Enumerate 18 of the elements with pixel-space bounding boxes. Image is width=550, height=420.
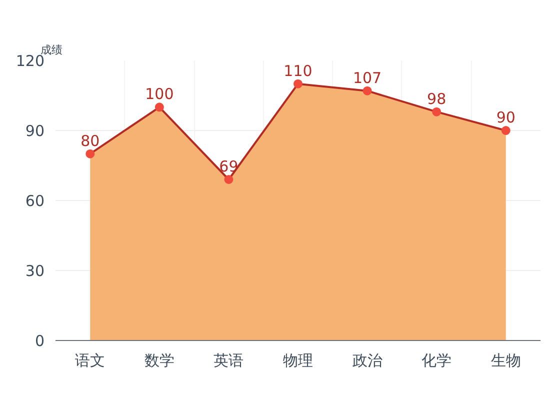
data-label: 80: [80, 132, 100, 150]
data-label: 98: [427, 90, 446, 108]
data-label: 110: [284, 62, 312, 80]
x-tick-label: 语文: [75, 352, 106, 370]
x-tick-label: 化学: [422, 352, 452, 370]
data-label: 100: [145, 85, 174, 104]
y-tick-label: 30: [25, 262, 45, 280]
data-label: 107: [352, 68, 382, 87]
y-tick-label: 90: [25, 122, 45, 140]
y-tick-label: 60: [25, 192, 45, 210]
x-tick-label: 数学: [144, 352, 174, 370]
y-tick-label: 0: [34, 332, 45, 350]
x-tick-label: 政治: [352, 352, 382, 370]
x-tick-label: 生物: [490, 352, 521, 370]
x-tick-label: 英语: [214, 352, 244, 370]
y-axis-title: 成绩: [40, 44, 62, 56]
x-tick-label: 物理: [283, 352, 313, 370]
data-label: 90: [496, 108, 516, 126]
